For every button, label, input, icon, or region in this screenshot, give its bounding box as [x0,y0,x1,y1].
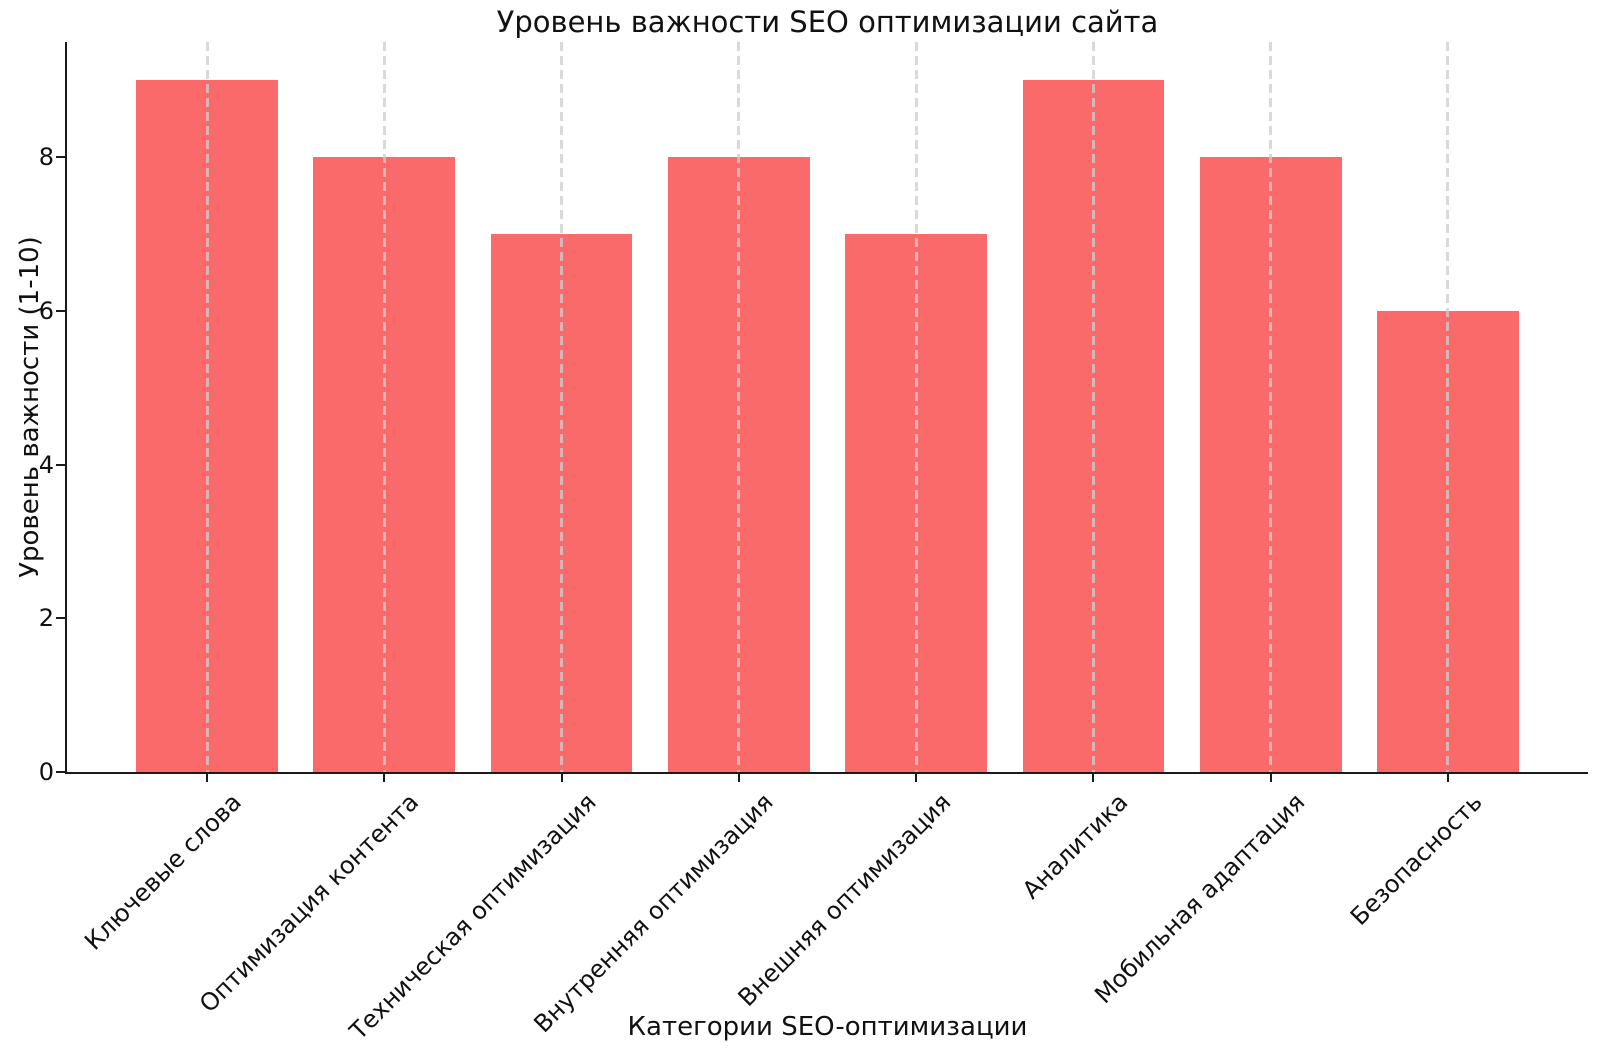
y-tick-mark [56,463,65,466]
gridline [1091,42,1095,772]
gridline [914,42,918,772]
x-tick-mark [737,774,740,782]
x-tick-label: Ключевые слова [79,788,247,956]
chart-title: Уровень важности SEO оптимизации сайта [496,5,1159,39]
gridline [560,42,564,772]
y-tick-label: 2 [38,604,54,633]
gridline [382,42,386,772]
x-tick-mark [206,774,209,782]
y-axis-label: Уровень важности (1-10) [15,236,45,578]
y-tick-label: 6 [38,296,54,325]
y-axis-spine [65,42,67,774]
gridline [1269,42,1273,772]
x-tick-mark [915,774,918,782]
y-tick-mark [56,309,65,312]
x-axis-spine [65,772,1588,774]
gridline [205,42,209,772]
x-tick-label: Мобильная адаптация [1089,788,1311,1009]
y-tick-mark [56,771,65,773]
gridline [1446,42,1450,772]
x-tick-label: Внешняя оптимизация [732,788,956,1012]
y-tick-label: 8 [38,143,54,172]
x-tick-label: Безопасность [1344,788,1488,931]
x-tick-mark [383,774,386,782]
x-tick-mark [1446,774,1449,782]
x-tick-mark [1269,774,1272,782]
y-tick-label: 0 [38,758,54,786]
x-axis-label: Категории SEO-оптимизации [627,1012,1028,1042]
x-tick-mark [1092,774,1095,782]
y-tick-mark [56,617,65,620]
gridline [737,42,741,772]
x-tick-label: Аналитика [1016,788,1134,905]
y-tick-mark [56,156,65,159]
y-tick-label: 4 [38,450,54,479]
x-tick-mark [560,774,563,782]
